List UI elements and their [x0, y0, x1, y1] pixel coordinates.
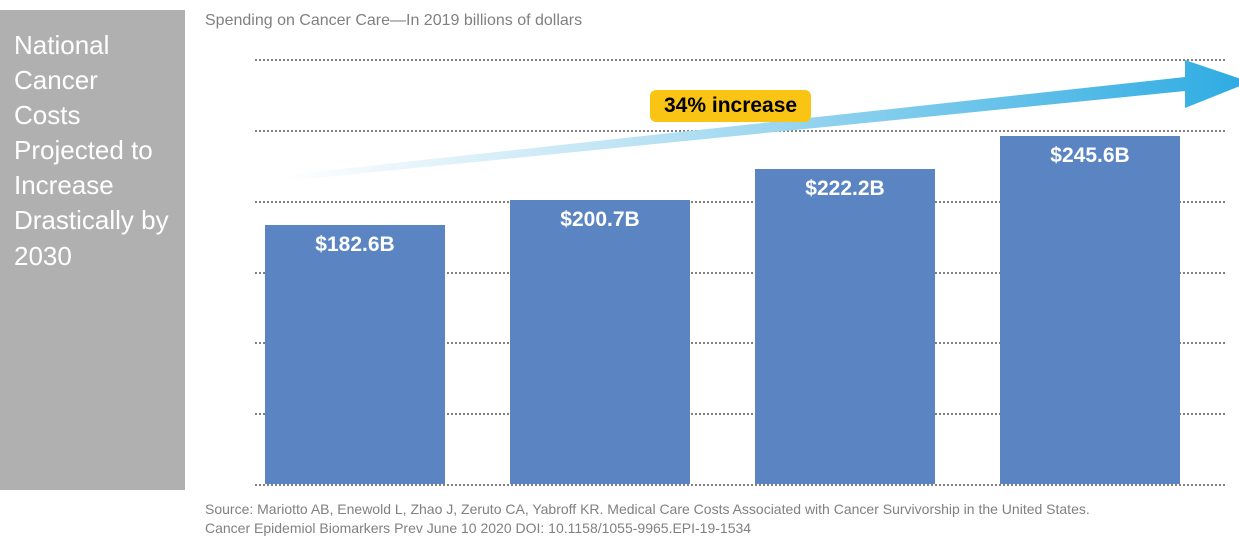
sidebar-panel: National Cancer Costs Projected to Incre… — [0, 10, 185, 490]
chart-gridline — [255, 484, 1225, 486]
chart-subtitle: Spending on Cancer Care—In 2019 billions… — [205, 12, 582, 30]
increase-callout: 34% increase — [650, 90, 811, 122]
source-line-1: Source: Mariotto AB, Enewold L, Zhao J, … — [205, 500, 1090, 519]
source-citation: Source: Mariotto AB, Enewold L, Zhao J, … — [205, 500, 1090, 538]
chart-area: $182.6B$200.7B$222.2B$245.6B 34% increas… — [255, 60, 1225, 485]
chart-bar: $182.6B — [265, 225, 445, 484]
sidebar-title: National Cancer Costs Projected to Incre… — [14, 28, 171, 274]
increase-callout-text: 34% increase — [664, 94, 797, 117]
source-line-2: Cancer Epidemiol Biomarkers Prev June 10… — [205, 519, 1090, 538]
